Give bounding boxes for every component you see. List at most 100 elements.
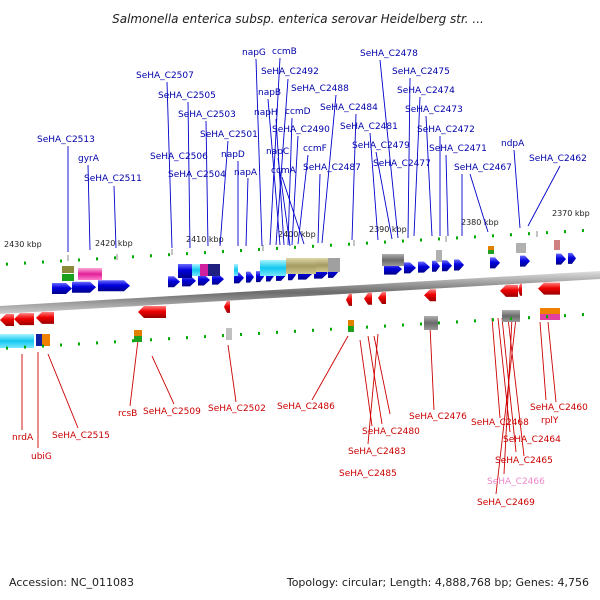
label-SeHA_C2472[interactable]: SeHA_C2472 — [417, 125, 475, 135]
label-SeHA_C2485[interactable]: SeHA_C2485 — [339, 469, 397, 479]
label-SeHA_C2477[interactable]: SeHA_C2477 — [373, 159, 431, 169]
track-tick — [348, 242, 350, 246]
label-SeHA_C2468[interactable]: SeHA_C2468 — [471, 418, 529, 428]
track-tick — [150, 338, 152, 342]
label-SeHA_C2505[interactable]: SeHA_C2505 — [158, 91, 216, 101]
label-SeHA_C2483[interactable]: SeHA_C2483 — [348, 447, 406, 457]
label-napH[interactable]: napH — [254, 108, 278, 118]
label-SeHA_C2469[interactable]: SeHA_C2469 — [477, 498, 535, 508]
forward-gene-arrow — [520, 255, 530, 267]
label-SeHA_C2507[interactable]: SeHA_C2507 — [136, 71, 194, 81]
label-napG[interactable]: napG — [242, 48, 266, 58]
label-SeHA_C2473[interactable]: SeHA_C2473 — [405, 105, 463, 115]
track-tick — [6, 346, 8, 350]
label-SeHA_C2487[interactable]: SeHA_C2487 — [303, 163, 361, 173]
label-SeHA_C2506[interactable]: SeHA_C2506 — [150, 152, 208, 162]
label-SeHA_C2464[interactable]: SeHA_C2464 — [503, 435, 561, 445]
label-SeHA_C2511[interactable]: SeHA_C2511 — [84, 174, 142, 184]
label-SeHA_C2504[interactable]: SeHA_C2504 — [168, 170, 226, 180]
label-SeHA_C2501[interactable]: SeHA_C2501 — [200, 130, 258, 140]
annotation-block — [516, 243, 526, 253]
leader-line — [503, 317, 513, 475]
label-SeHA_C2503[interactable]: SeHA_C2503 — [178, 110, 236, 120]
annotation-block — [540, 308, 560, 314]
track-tick — [222, 334, 224, 338]
label-SeHA_C2462[interactable]: SeHA_C2462 — [529, 154, 587, 164]
label-napD[interactable]: napD — [221, 150, 245, 160]
forward-gene-arrow — [432, 260, 440, 272]
label-gyrA[interactable]: gyrA — [78, 154, 100, 164]
label-napB[interactable]: napB — [258, 88, 281, 98]
forward-gene-arrow — [490, 257, 500, 269]
track-tick — [546, 231, 548, 235]
label-SeHA_C2513[interactable]: SeHA_C2513 — [37, 135, 95, 145]
forward-gene-arrow — [98, 280, 130, 292]
annotation-block — [488, 250, 494, 254]
track-tick — [78, 258, 80, 262]
label-rplY[interactable]: rplY — [541, 416, 559, 426]
label-SeHA_C2502[interactable]: SeHA_C2502 — [208, 404, 266, 414]
label-SeHA_C2480[interactable]: SeHA_C2480 — [362, 427, 420, 437]
label-SeHA_C2478[interactable]: SeHA_C2478 — [360, 49, 418, 59]
label-SeHA_C2474[interactable]: SeHA_C2474 — [397, 86, 455, 96]
leader-line — [495, 317, 517, 495]
leader-line — [429, 325, 435, 411]
track-tick — [312, 328, 314, 332]
track-tick — [258, 247, 260, 251]
forward-gene-arrow — [198, 274, 210, 286]
forward-gene-arrow — [384, 263, 402, 275]
forward-gene-labels: napG ccmB SeHA_C2492 SeHA_C2507 SeHA_C25… — [37, 47, 587, 184]
track-tick — [528, 232, 530, 236]
label-ndpA[interactable]: ndpA — [501, 139, 525, 149]
forward-gene-arrow — [72, 281, 96, 293]
track-tick — [96, 341, 98, 345]
leader-line — [413, 96, 421, 237]
annotation-block — [208, 264, 220, 276]
label-ccmA[interactable]: ccmA — [271, 166, 297, 176]
label-napC[interactable]: napC — [266, 147, 289, 157]
annotation-block — [226, 328, 232, 340]
leader-line — [227, 344, 237, 403]
label-ubiG[interactable]: ubiG — [31, 452, 52, 462]
leader-line — [275, 118, 285, 246]
reverse-gene-arrow — [14, 313, 34, 326]
track-tick — [492, 234, 494, 238]
label-SeHA_C2466[interactable]: SeHA_C2466 — [487, 477, 545, 487]
label-SeHA_C2471[interactable]: SeHA_C2471 — [429, 144, 487, 154]
leader-line — [166, 81, 173, 249]
leader-line — [367, 335, 383, 425]
leader-line — [269, 57, 281, 246]
label-ccmF[interactable]: ccmF — [303, 144, 327, 154]
label-SeHA_C2515[interactable]: SeHA_C2515 — [52, 431, 110, 441]
label-SeHA_C2492[interactable]: SeHA_C2492 — [261, 67, 319, 77]
label-SeHA_C2475[interactable]: SeHA_C2475 — [392, 67, 450, 77]
label-SeHA_C2484[interactable]: SeHA_C2484 — [320, 103, 378, 113]
track-tick — [150, 254, 152, 258]
label-nrdA[interactable]: nrdA — [12, 433, 34, 443]
label-ccmD[interactable]: ccmD — [285, 107, 311, 117]
leader-line — [359, 339, 373, 427]
annotation-block — [78, 268, 102, 280]
label-SeHA_C2460[interactable]: SeHA_C2460 — [530, 403, 588, 413]
forward-gene-arrow — [454, 259, 464, 271]
tick-label-2420: 2420 kbp — [95, 239, 133, 248]
annotation-block — [488, 246, 494, 250]
label-SeHA_C2488[interactable]: SeHA_C2488 — [291, 84, 349, 94]
label-SeHA_C2490[interactable]: SeHA_C2490 — [272, 125, 330, 135]
track-tick — [222, 250, 224, 254]
label-SeHA_C2467[interactable]: SeHA_C2467 — [454, 163, 512, 173]
label-SeHA_C2479[interactable]: SeHA_C2479 — [352, 141, 410, 151]
label-SeHA_C2509[interactable]: SeHA_C2509 — [143, 407, 201, 417]
label-SeHA_C2476[interactable]: SeHA_C2476 — [409, 412, 467, 422]
annotation-block — [316, 258, 328, 272]
label-ccmB[interactable]: ccmB — [272, 47, 297, 57]
label-rcsB[interactable]: rcsB — [118, 409, 137, 419]
label-SeHA_C2465[interactable]: SeHA_C2465 — [495, 456, 553, 466]
track-tick — [312, 244, 314, 248]
label-napA[interactable]: napA — [234, 168, 258, 178]
label-SeHA_C2481[interactable]: SeHA_C2481 — [340, 122, 398, 132]
leader-line — [129, 339, 139, 407]
scale-ticks: 2430 kbp 2420 kbp 2410 kbp 2400 kbp 2390… — [4, 209, 590, 249]
label-SeHA_C2486[interactable]: SeHA_C2486 — [277, 402, 335, 412]
leader-line — [255, 58, 263, 247]
